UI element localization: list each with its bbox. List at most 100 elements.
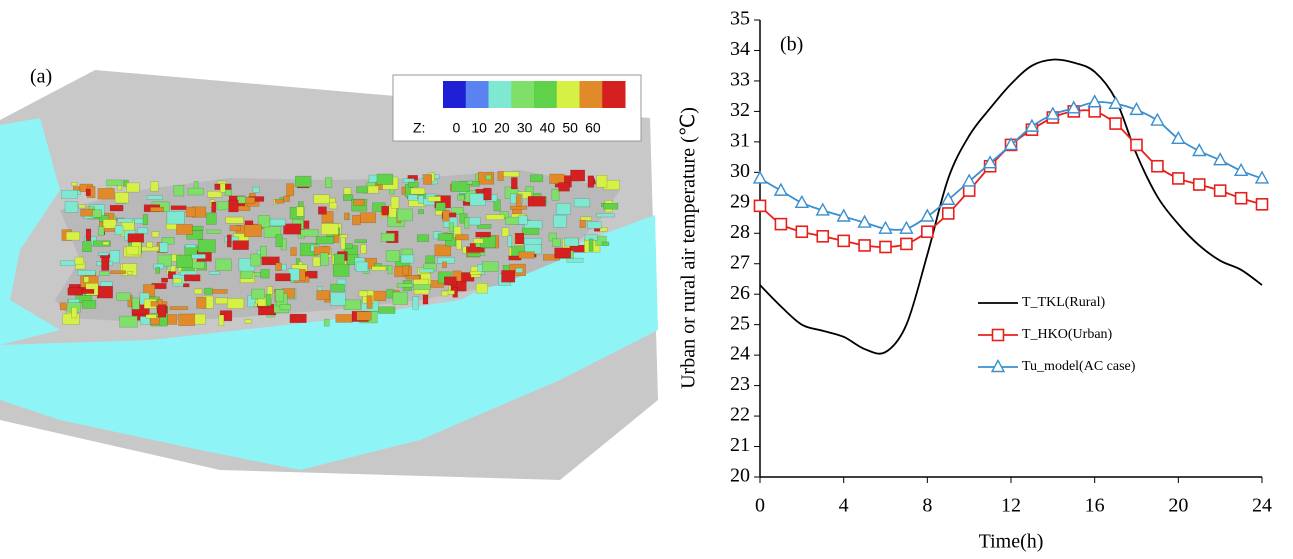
- building: [260, 246, 266, 258]
- building: [468, 253, 481, 257]
- building: [387, 289, 394, 298]
- building: [334, 254, 345, 264]
- building: [423, 295, 428, 304]
- building: [66, 232, 80, 240]
- building: [378, 307, 395, 314]
- marker: [754, 172, 766, 183]
- marker: [1215, 185, 1226, 196]
- building: [204, 288, 212, 294]
- building: [304, 221, 309, 229]
- building: [552, 189, 559, 200]
- x-tick-label: 20: [1168, 495, 1188, 517]
- building: [528, 196, 546, 206]
- x-tick-label: 4: [839, 495, 849, 517]
- building: [417, 235, 429, 242]
- building: [436, 203, 446, 211]
- building: [84, 277, 89, 283]
- panel-label: (b): [780, 34, 803, 56]
- building: [559, 183, 570, 192]
- building: [152, 232, 159, 237]
- colorbar-title: Z:: [413, 120, 425, 136]
- marker: [1193, 145, 1205, 156]
- building: [408, 195, 418, 201]
- building: [331, 293, 346, 306]
- building: [414, 279, 429, 285]
- building: [98, 188, 115, 199]
- x-tick-label: 8: [922, 495, 932, 517]
- colorbar-swatch: [602, 81, 625, 108]
- building: [147, 196, 163, 200]
- y-tick-label: 35: [730, 8, 750, 30]
- building: [524, 238, 542, 245]
- marker: [901, 238, 912, 249]
- building: [215, 298, 227, 304]
- building: [128, 234, 144, 243]
- building: [419, 269, 433, 272]
- marker: [817, 231, 828, 242]
- building: [266, 294, 271, 305]
- building: [287, 184, 294, 196]
- building: [530, 175, 543, 182]
- x-tick-label: 24: [1252, 495, 1272, 517]
- legend-label: T_TKL(Rural): [1022, 295, 1106, 310]
- building: [179, 314, 195, 326]
- building: [426, 256, 435, 263]
- building: [117, 219, 132, 223]
- building: [258, 307, 276, 315]
- building: [126, 246, 139, 255]
- building: [455, 235, 468, 241]
- building: [393, 292, 408, 304]
- building: [284, 224, 302, 234]
- building: [115, 192, 129, 203]
- building: [93, 210, 102, 218]
- building: [147, 242, 153, 248]
- building: [597, 214, 615, 217]
- building: [367, 296, 372, 309]
- building: [386, 250, 400, 261]
- building: [78, 270, 96, 275]
- building: [245, 319, 252, 323]
- building: [282, 264, 287, 270]
- building: [469, 217, 480, 225]
- building: [588, 176, 594, 188]
- building: [110, 205, 123, 211]
- building: [587, 222, 601, 229]
- building: [334, 234, 339, 242]
- building: [502, 270, 515, 282]
- building: [72, 182, 77, 185]
- y-tick-label: 22: [730, 404, 750, 426]
- y-tick-label: 33: [730, 69, 750, 91]
- building: [355, 240, 367, 243]
- building: [162, 278, 168, 282]
- building: [244, 225, 261, 237]
- building: [519, 216, 528, 225]
- building: [331, 284, 345, 291]
- building: [418, 196, 423, 204]
- marker: [1257, 199, 1268, 210]
- building: [408, 182, 418, 187]
- building: [132, 298, 139, 310]
- marker: [1152, 161, 1163, 172]
- y-tick-label: 27: [730, 251, 750, 273]
- building: [498, 171, 504, 180]
- building: [443, 262, 447, 268]
- building: [158, 305, 166, 318]
- building: [160, 242, 168, 252]
- building: [183, 284, 189, 287]
- colorbar-swatch: [466, 81, 489, 108]
- building: [519, 252, 535, 258]
- marker: [1173, 173, 1184, 184]
- building: [188, 188, 204, 195]
- marker: [1194, 179, 1205, 190]
- building: [602, 242, 609, 246]
- building: [86, 189, 91, 196]
- marker: [775, 219, 786, 230]
- building: [388, 265, 392, 274]
- building: [115, 226, 123, 235]
- building: [360, 213, 376, 223]
- marker: [859, 240, 870, 251]
- building: [515, 233, 524, 244]
- building: [150, 207, 163, 212]
- building: [336, 314, 353, 322]
- y-tick-label: 26: [730, 282, 750, 304]
